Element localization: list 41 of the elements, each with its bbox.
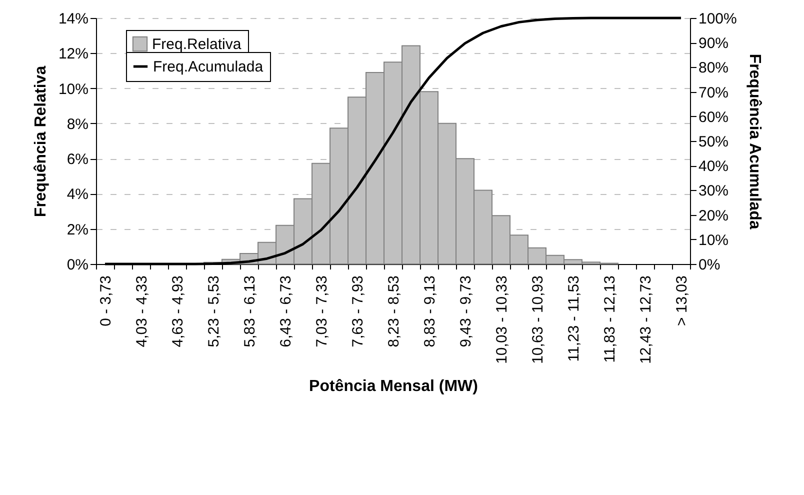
y2-tick-label: 30%	[698, 182, 729, 200]
y2-tick-label: 10%	[698, 232, 729, 249]
y-tick-label: 4%	[66, 186, 88, 204]
x-tick-label: 11,83 - 12,13	[602, 276, 618, 363]
y2-tick-label: 100%	[698, 10, 737, 28]
x-tick-label: 5,83 - 6,13	[242, 276, 258, 348]
y2-axis-title: Frequência Acumulada	[746, 54, 763, 230]
y2-tick-label: 40%	[698, 158, 729, 176]
x-tick-label: 5,23 - 5,53	[206, 276, 222, 348]
y2-tick-label: 80%	[698, 60, 729, 77]
y-tick-label: 12%	[58, 46, 88, 63]
x-axis-title: Potência Mensal (MW)	[309, 378, 478, 395]
x-tick-label: 8,23 - 8,53	[386, 276, 402, 348]
y2-tick-label: 90%	[698, 35, 729, 52]
x-tick-label: 0 - 3,73	[98, 276, 114, 326]
x-tick-label: 8,83 - 9,13	[422, 276, 438, 348]
x-tick-label: 4,03 - 4,33	[134, 276, 150, 348]
x-tick-label: 7,63 - 7,93	[350, 276, 366, 348]
legend-label: Freq.Acumulada	[153, 58, 264, 76]
y-tick-label: 6%	[66, 151, 88, 168]
x-tick-label: 9,43 - 9,73	[458, 276, 474, 348]
y-tick-label: 2%	[66, 221, 88, 238]
x-tick-label: 10,63 - 10,93	[530, 276, 546, 364]
x-tick-label: 11,23 - 11,53	[566, 276, 582, 362]
x-tick-label: 10,03 - 10,33	[494, 276, 510, 364]
x-tick-label: 6,43 - 6,73	[278, 276, 294, 348]
x-tick-label: > 13,03	[674, 276, 690, 326]
x-tick-label: 7,03 - 7,33	[314, 276, 330, 348]
y2-tick-label: 50%	[698, 134, 729, 150]
y-tick-label: 10%	[58, 80, 88, 98]
y2-tick-label: 60%	[698, 108, 729, 126]
x-tick-label: 12,43 - 12,73	[638, 276, 654, 364]
y-tick-label: 8%	[66, 116, 88, 133]
y-axis-title: Frequência Relativa	[32, 66, 50, 218]
y2-tick-label: 70%	[698, 84, 729, 102]
legend-label: Freq.Relativa	[152, 36, 242, 53]
y-tick-label: 0%	[66, 256, 88, 274]
y2-tick-label: 20%	[698, 207, 729, 224]
y-tick-label: 14%	[58, 10, 88, 28]
y2-tick-label: 0%	[698, 256, 720, 274]
x-tick-label: 4,63 - 4,93	[170, 276, 186, 348]
